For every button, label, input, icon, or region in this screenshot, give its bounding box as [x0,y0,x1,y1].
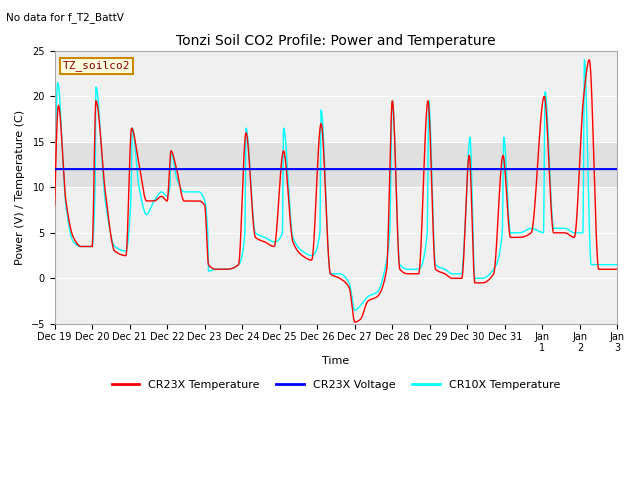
CR10X Temperature [115,246,123,252]
Bar [54,142,618,187]
CR10X Temperature [148,202,156,207]
CR23X Voltage [51,166,58,172]
CR23X Voltage [148,166,156,172]
CR23X Voltage [291,166,299,172]
Title: Tonzi Soil CO2 Profile: Power and Temperature: Tonzi Soil CO2 Profile: Power and Temper… [176,34,496,48]
Y-axis label: Power (V) / Temperature (C): Power (V) / Temperature (C) [15,110,25,265]
CR23X Voltage [542,166,550,172]
CR23X Voltage [602,166,610,172]
CR23X Temperature [115,251,123,257]
CR23X Temperature [148,198,156,204]
CR10X Temperature [351,307,359,313]
Line: CR10X Temperature: CR10X Temperature [54,60,618,310]
CR10X Temperature [542,93,550,99]
CR23X Temperature [51,203,58,208]
Legend: CR23X Temperature, CR23X Voltage, CR10X Temperature: CR23X Temperature, CR23X Voltage, CR10X … [107,376,565,395]
CR23X Temperature [351,319,359,325]
CR23X Voltage [614,166,621,172]
CR23X Voltage [267,166,275,172]
CR23X Temperature [542,105,550,110]
Line: CR23X Temperature: CR23X Temperature [54,60,618,322]
CR23X Temperature [291,243,299,249]
CR10X Temperature [614,262,621,267]
CR10X Temperature [603,262,611,267]
Text: TZ_soilco2: TZ_soilco2 [63,60,131,71]
CR23X Temperature [603,266,611,272]
CR10X Temperature [291,239,299,245]
CR23X Voltage [115,166,123,172]
CR23X Temperature [267,242,275,248]
CR23X Temperature [614,266,621,272]
Text: No data for f_T2_BattV: No data for f_T2_BattV [6,12,124,23]
CR10X Temperature [51,184,58,190]
X-axis label: Time: Time [323,356,349,366]
CR23X Temperature [586,57,593,63]
CR10X Temperature [580,57,588,63]
CR10X Temperature [267,238,275,244]
